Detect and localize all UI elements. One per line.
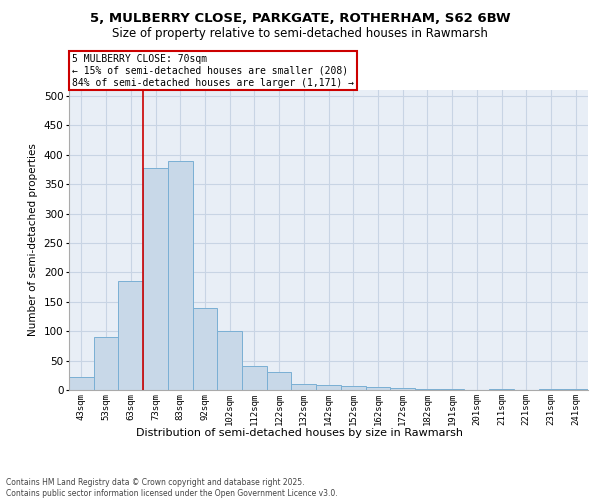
- Text: Distribution of semi-detached houses by size in Rawmarsh: Distribution of semi-detached houses by …: [137, 428, 464, 438]
- Bar: [242, 366, 267, 390]
- Text: Contains HM Land Registry data © Crown copyright and database right 2025.
Contai: Contains HM Land Registry data © Crown c…: [6, 478, 338, 498]
- Bar: [316, 384, 341, 390]
- Bar: [69, 377, 94, 390]
- Bar: [217, 330, 242, 390]
- Bar: [193, 308, 217, 390]
- Bar: [143, 168, 168, 390]
- Text: 5 MULBERRY CLOSE: 70sqm
← 15% of semi-detached houses are smaller (208)
84% of s: 5 MULBERRY CLOSE: 70sqm ← 15% of semi-de…: [72, 54, 354, 88]
- Bar: [489, 389, 514, 390]
- Bar: [118, 281, 143, 390]
- Text: 5, MULBERRY CLOSE, PARKGATE, ROTHERHAM, S62 6BW: 5, MULBERRY CLOSE, PARKGATE, ROTHERHAM, …: [89, 12, 511, 26]
- Text: Size of property relative to semi-detached houses in Rawmarsh: Size of property relative to semi-detach…: [112, 28, 488, 40]
- Bar: [341, 386, 365, 390]
- Y-axis label: Number of semi-detached properties: Number of semi-detached properties: [28, 144, 38, 336]
- Bar: [390, 388, 415, 390]
- Bar: [168, 160, 193, 390]
- Bar: [563, 389, 588, 390]
- Bar: [267, 372, 292, 390]
- Bar: [365, 387, 390, 390]
- Bar: [292, 384, 316, 390]
- Bar: [94, 337, 118, 390]
- Bar: [415, 389, 440, 390]
